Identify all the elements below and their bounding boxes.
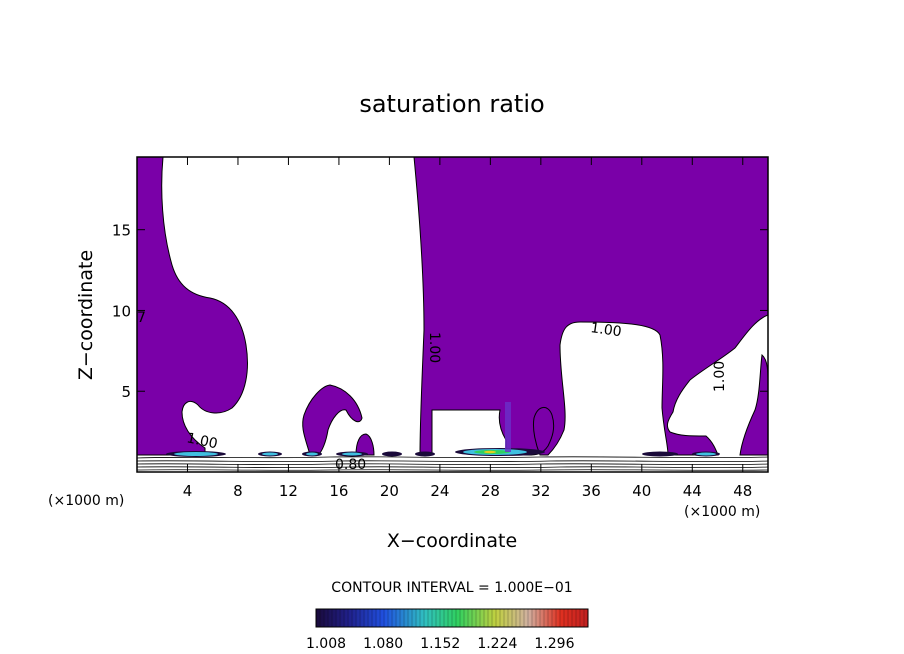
- x-tick-label: 12: [279, 482, 298, 500]
- x-unit-right: (×1000 m): [684, 504, 760, 520]
- contour-label-3: 1.00: [589, 320, 622, 340]
- patch-4b: [342, 452, 362, 456]
- x-tick-label: 40: [632, 482, 651, 500]
- plot-frame: [136, 156, 769, 473]
- y-axis: 5 10 15: [112, 222, 768, 401]
- contour-label-5: 0.80: [335, 457, 366, 473]
- patch-6: [415, 451, 435, 457]
- colorbar-frame: [315, 608, 589, 628]
- patch-2b: [262, 452, 278, 456]
- colorbar-label: 1.152: [420, 636, 460, 652]
- x-tick-label: 44: [683, 482, 702, 500]
- colorbar: 1.008 1.080 1.152 1.224 1.296: [306, 608, 589, 652]
- x-tick-label: 48: [733, 482, 752, 500]
- y-tick-label: 10: [112, 302, 131, 320]
- patch-8: [642, 451, 678, 457]
- contour-label-4: 1.00: [712, 361, 728, 392]
- patch-9b: [696, 452, 716, 456]
- patch-3b: [306, 452, 318, 456]
- saturation-region-left: [137, 157, 248, 456]
- x-unit-left: (×1000 m): [48, 493, 124, 509]
- contour-labels: 1.00 1.00 1.00 1.00 0.80 7: [137, 310, 728, 473]
- saturation-region-blob-b: [355, 433, 375, 456]
- x-axis: 4 8 12 16 20 24 28 32 36 40 44 48: [183, 157, 752, 500]
- x-tick-label: 24: [430, 482, 449, 500]
- saturation-region-right: [413, 157, 768, 456]
- x-tick-label: 8: [233, 482, 243, 500]
- contour-label-2: 1.00: [426, 332, 442, 363]
- y-tick-label: 5: [121, 383, 131, 401]
- y-tick-label: 15: [112, 222, 131, 240]
- patch-1b: [174, 452, 218, 456]
- colorbar-label: 1.080: [363, 636, 403, 652]
- colorbar-label: 1.224: [477, 636, 517, 652]
- contour-interval: CONTOUR INTERVAL = 1.000E−01: [331, 580, 572, 596]
- patch-plume: [505, 402, 511, 452]
- surface-patches: [166, 402, 720, 457]
- colorbar-labels: 1.008 1.080 1.152 1.224 1.296: [306, 636, 575, 652]
- x-axis-label: X−coordinate: [387, 530, 517, 552]
- plot-area: [137, 157, 768, 472]
- x-tick-label: 28: [481, 482, 500, 500]
- x-tick-label: 4: [183, 482, 193, 500]
- x-tick-label: 32: [531, 482, 550, 500]
- colorbar-fill: [316, 609, 588, 627]
- x-tick-label: 20: [380, 482, 399, 500]
- chart-title: saturation ratio: [359, 90, 544, 118]
- y-axis-label: Z−coordinate: [75, 250, 97, 380]
- colorbar-label: 1.008: [306, 636, 346, 652]
- patch-5: [382, 451, 402, 457]
- x-tick-label: 36: [582, 482, 601, 500]
- contour-label-1: 1.00: [185, 430, 219, 452]
- patch-7d: [484, 450, 496, 454]
- colorbar-label: 1.296: [534, 636, 574, 652]
- contour-label-6: 7: [137, 310, 146, 326]
- colorbar-stripes: [319, 609, 585, 627]
- x-tick-label: 16: [329, 482, 348, 500]
